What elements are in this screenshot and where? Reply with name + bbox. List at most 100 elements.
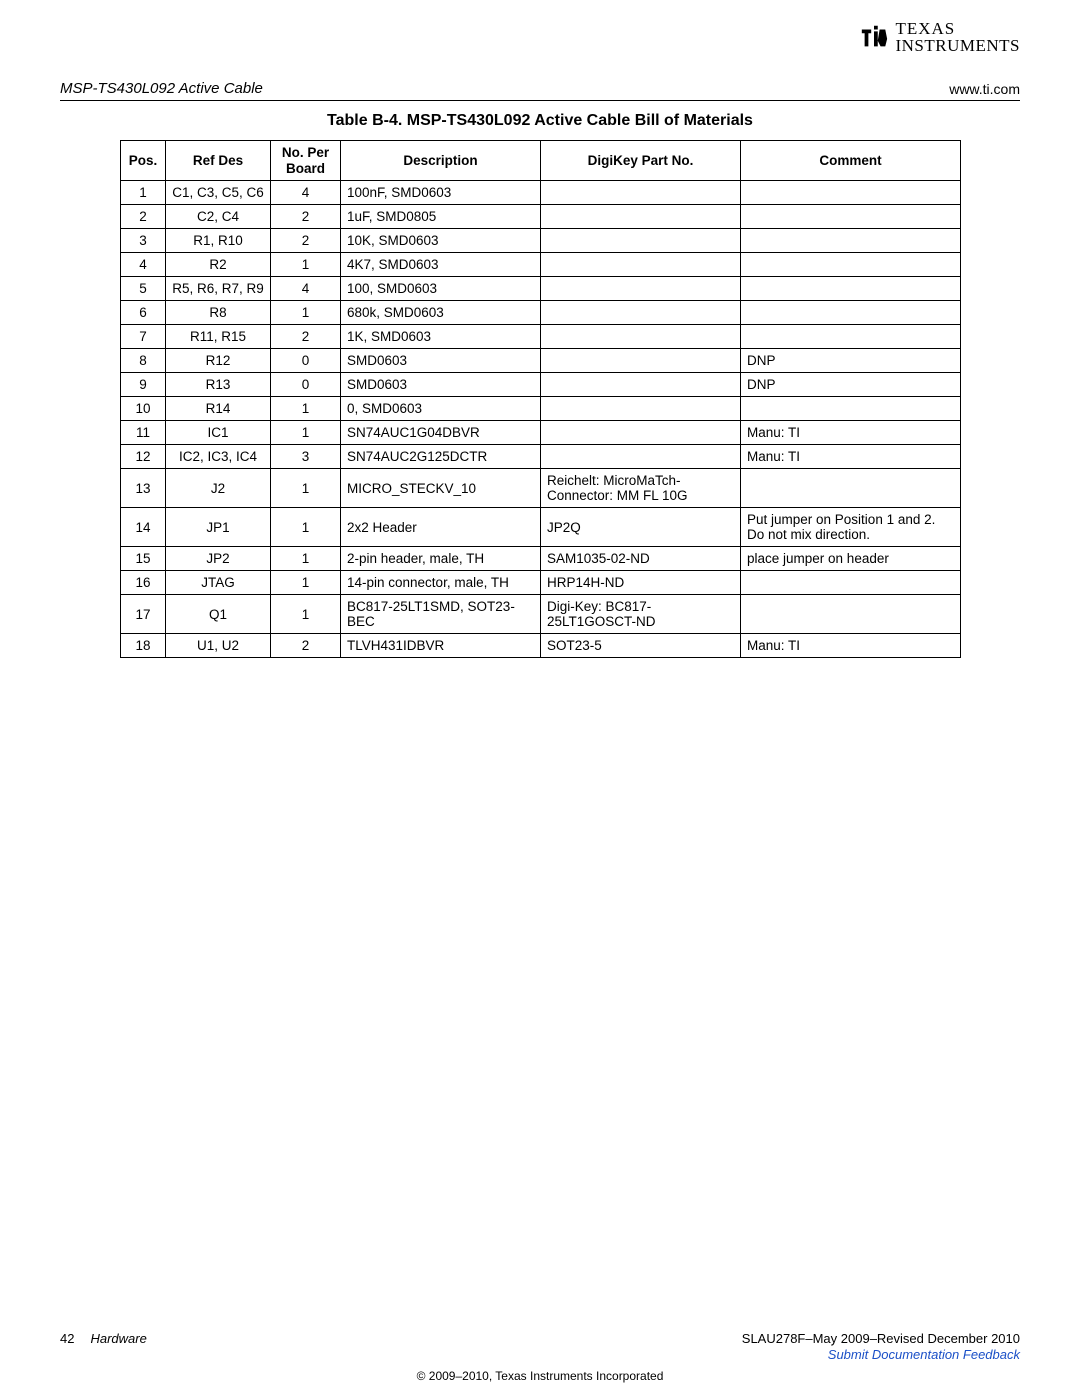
cell-com — [741, 301, 961, 325]
table-row: 17Q11BC817-25LT1SMD, SOT23-BECDigi-Key: … — [121, 595, 961, 634]
cell-com — [741, 277, 961, 301]
cell-pos: 11 — [121, 421, 166, 445]
cell-ref: R11, R15 — [166, 325, 271, 349]
cell-dk: SOT23-5 — [541, 634, 741, 658]
cell-desc: 2-pin header, male, TH — [341, 547, 541, 571]
page-header: MSP-TS430L092 Active Cable www.ti.com — [60, 80, 1020, 101]
cell-com — [741, 205, 961, 229]
cell-pos: 6 — [121, 301, 166, 325]
cell-ref: Q1 — [166, 595, 271, 634]
cell-ref: JP2 — [166, 547, 271, 571]
cell-pos: 4 — [121, 253, 166, 277]
cell-qty: 1 — [271, 547, 341, 571]
cell-com: DNP — [741, 349, 961, 373]
cell-ref: JTAG — [166, 571, 271, 595]
table-row: 4R214K7, SMD0603 — [121, 253, 961, 277]
table-row: 1C1, C3, C5, C64100nF, SMD0603 — [121, 181, 961, 205]
cell-com: Manu: TI — [741, 421, 961, 445]
table-row: 10R1410, SMD0603 — [121, 397, 961, 421]
cell-desc: BC817-25LT1SMD, SOT23-BEC — [341, 595, 541, 634]
cell-dk — [541, 445, 741, 469]
page-number: 42 — [60, 1331, 74, 1346]
cell-pos: 13 — [121, 469, 166, 508]
cell-desc: SN74AUC1G04DBVR — [341, 421, 541, 445]
cell-com — [741, 397, 961, 421]
cell-desc: 4K7, SMD0603 — [341, 253, 541, 277]
ti-logo-text: TEXAS INSTRUMENTS — [895, 20, 1020, 54]
cell-ref: JP1 — [166, 508, 271, 547]
cell-com — [741, 571, 961, 595]
cell-qty: 1 — [271, 421, 341, 445]
cell-com: Manu: TI — [741, 634, 961, 658]
cell-dk — [541, 301, 741, 325]
cell-qty: 1 — [271, 595, 341, 634]
table-title: Table B-4. MSP-TS430L092 Active Cable Bi… — [60, 112, 1020, 130]
cell-ref: C1, C3, C5, C6 — [166, 181, 271, 205]
table-row: 7R11, R1521K, SMD0603 — [121, 325, 961, 349]
cell-pos: 16 — [121, 571, 166, 595]
cell-pos: 8 — [121, 349, 166, 373]
cell-pos: 2 — [121, 205, 166, 229]
col-header-ref: Ref Des — [166, 141, 271, 181]
cell-pos: 1 — [121, 181, 166, 205]
table-row: 6R81680k, SMD0603 — [121, 301, 961, 325]
table-row: 13J21MICRO_STECKV_10Reichelt: MicroMaTch… — [121, 469, 961, 508]
header-title: MSP-TS430L092 Active Cable — [60, 80, 263, 97]
cell-ref: R1, R10 — [166, 229, 271, 253]
cell-ref: R5, R6, R7, R9 — [166, 277, 271, 301]
footer-copyright: © 2009–2010, Texas Instruments Incorpora… — [0, 1369, 1080, 1383]
col-header-dk: DigiKey Part No. — [541, 141, 741, 181]
cell-com — [741, 253, 961, 277]
cell-pos: 18 — [121, 634, 166, 658]
cell-ref: J2 — [166, 469, 271, 508]
cell-qty: 1 — [271, 253, 341, 277]
cell-pos: 5 — [121, 277, 166, 301]
cell-desc: 680k, SMD0603 — [341, 301, 541, 325]
cell-ref: R14 — [166, 397, 271, 421]
cell-ref: IC2, IC3, IC4 — [166, 445, 271, 469]
cell-desc: 10K, SMD0603 — [341, 229, 541, 253]
cell-desc: 14-pin connector, male, TH — [341, 571, 541, 595]
cell-dk — [541, 373, 741, 397]
cell-dk — [541, 421, 741, 445]
cell-dk: SAM1035-02-ND — [541, 547, 741, 571]
cell-desc: 2x2 Header — [341, 508, 541, 547]
cell-com: Put jumper on Position 1 and 2. Do not m… — [741, 508, 961, 547]
table-row: 15JP212-pin header, male, THSAM1035-02-N… — [121, 547, 961, 571]
cell-desc: SMD0603 — [341, 349, 541, 373]
cell-qty: 2 — [271, 229, 341, 253]
cell-pos: 3 — [121, 229, 166, 253]
cell-com: place jumper on header — [741, 547, 961, 571]
cell-qty: 1 — [271, 469, 341, 508]
cell-pos: 17 — [121, 595, 166, 634]
cell-dk — [541, 397, 741, 421]
cell-qty: 0 — [271, 349, 341, 373]
cell-pos: 7 — [121, 325, 166, 349]
logo-line2: INSTRUMENTS — [895, 37, 1020, 54]
page-footer: 42 Hardware SLAU278F–May 2009–Revised De… — [60, 1331, 1020, 1364]
cell-desc: SMD0603 — [341, 373, 541, 397]
cell-ref: R2 — [166, 253, 271, 277]
cell-dk — [541, 229, 741, 253]
table-row: 12IC2, IC3, IC43SN74AUC2G125DCTRManu: TI — [121, 445, 961, 469]
cell-pos: 15 — [121, 547, 166, 571]
bom-header-row: Pos. Ref Des No. Per Board Description D… — [121, 141, 961, 181]
cell-qty: 1 — [271, 508, 341, 547]
cell-qty: 0 — [271, 373, 341, 397]
bom-table-wrap: Pos. Ref Des No. Per Board Description D… — [120, 140, 960, 658]
cell-dk — [541, 253, 741, 277]
footer-line: 42 Hardware SLAU278F–May 2009–Revised De… — [60, 1331, 1020, 1364]
cell-pos: 9 — [121, 373, 166, 397]
cell-pos: 14 — [121, 508, 166, 547]
footer-feedback-link[interactable]: Submit Documentation Feedback — [742, 1347, 1020, 1363]
cell-qty: 1 — [271, 301, 341, 325]
cell-desc: 100, SMD0603 — [341, 277, 541, 301]
cell-com — [741, 595, 961, 634]
cell-com — [741, 469, 961, 508]
cell-desc: 1K, SMD0603 — [341, 325, 541, 349]
cell-com: Manu: TI — [741, 445, 961, 469]
cell-com — [741, 325, 961, 349]
col-header-com: Comment — [741, 141, 961, 181]
header-url: www.ti.com — [949, 81, 1020, 97]
footer-docref: SLAU278F–May 2009–Revised December 2010 — [742, 1331, 1020, 1347]
